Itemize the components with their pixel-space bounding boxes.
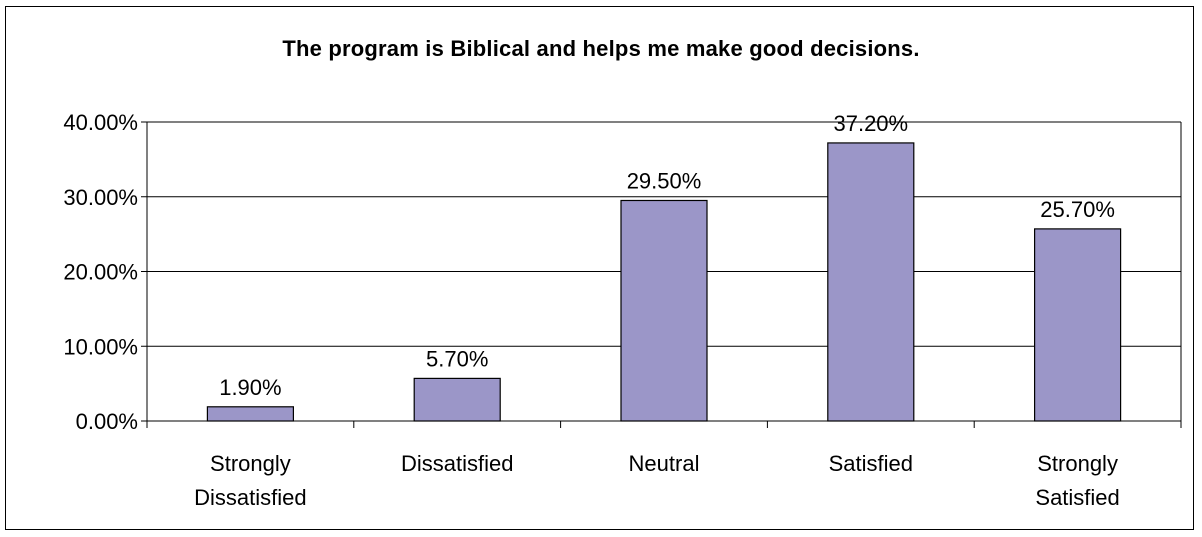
data-label: 1.90% xyxy=(219,375,281,400)
y-tick-label: 0.00% xyxy=(76,409,138,434)
y-tick-label: 20.00% xyxy=(63,260,138,285)
chart-title: The program is Biblical and helps me mak… xyxy=(282,36,920,61)
bar xyxy=(620,199,708,422)
x-category-label: Strongly xyxy=(1037,451,1118,476)
x-category-label: Neutral xyxy=(629,451,700,476)
x-category-label: Dissatisfied xyxy=(401,451,513,476)
y-tick-label: 30.00% xyxy=(63,185,138,210)
bar xyxy=(413,377,501,422)
bar xyxy=(827,142,915,422)
x-category-label: Satisfied xyxy=(829,451,913,476)
y-tick-label: 10.00% xyxy=(63,334,138,359)
bar xyxy=(206,406,294,422)
data-label: 5.70% xyxy=(426,346,488,371)
data-label: 29.50% xyxy=(627,168,702,193)
bar xyxy=(1033,228,1122,422)
x-category-label: Satisfied xyxy=(1035,485,1119,510)
y-tick-label: 40.00% xyxy=(63,110,138,135)
x-category-label: Strongly xyxy=(210,451,291,476)
data-label: 25.70% xyxy=(1040,197,1115,222)
data-label: 37.20% xyxy=(833,111,908,136)
x-category-label: Dissatisfied xyxy=(194,485,306,510)
chart-frame xyxy=(5,6,1194,530)
